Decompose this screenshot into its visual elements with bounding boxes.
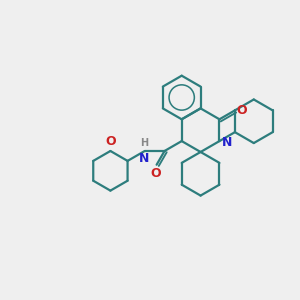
Text: O: O bbox=[236, 104, 247, 117]
Text: N: N bbox=[221, 136, 232, 148]
Text: N: N bbox=[139, 152, 149, 165]
Text: H: H bbox=[140, 138, 148, 148]
Text: O: O bbox=[150, 167, 161, 180]
Text: O: O bbox=[105, 135, 116, 148]
